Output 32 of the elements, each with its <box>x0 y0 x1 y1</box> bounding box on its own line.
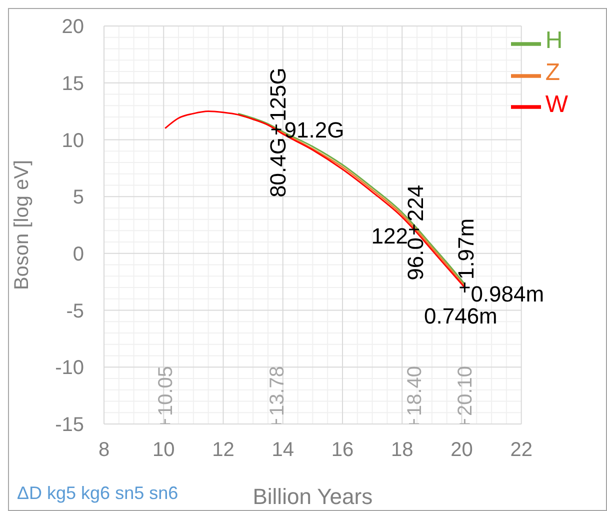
annotation: 13.78 <box>266 366 288 416</box>
text: ΔD kg5 kg6 sn5 sn6 <box>17 483 178 504</box>
x-tick-label: 16 <box>331 439 354 462</box>
legend-label: Z <box>545 58 560 86</box>
x-axis-title: Billion Years <box>252 484 373 509</box>
annotation: 18.40 <box>404 366 426 416</box>
y-tick-label: 20 <box>62 16 84 38</box>
y-tick-label: -5 <box>66 300 84 322</box>
annotation: 10.05 <box>155 366 178 416</box>
x-tick-label: 8 <box>98 439 110 462</box>
x-tick-label: 22 <box>510 439 532 462</box>
y-tick-label: 10 <box>62 130 84 152</box>
y-tick-label: -15 <box>55 414 84 436</box>
point <box>408 224 420 236</box>
annotation: 1.97m <box>454 218 479 280</box>
x-tick-label: 12 <box>212 439 234 462</box>
point <box>458 282 470 294</box>
legend-label: W <box>545 90 568 118</box>
x-tick-label: 14 <box>272 439 294 462</box>
x-tick-label: 18 <box>390 439 414 462</box>
y-tick-label: -10 <box>55 357 84 380</box>
y-axis-title: Boson [log eV] <box>11 160 34 290</box>
annotation: 122 <box>371 223 408 248</box>
y-tick-label: 5 <box>72 186 84 209</box>
y-tick-label: 0 <box>72 244 84 266</box>
point <box>270 124 282 136</box>
annotation: 224 <box>403 184 428 222</box>
annotation: 20.10 <box>454 366 477 416</box>
y-tick-label: 15 <box>62 72 84 95</box>
x-tick-label: 20 <box>450 439 473 462</box>
legend-label: H <box>545 27 563 54</box>
x-tick-label: 10 <box>152 439 175 462</box>
